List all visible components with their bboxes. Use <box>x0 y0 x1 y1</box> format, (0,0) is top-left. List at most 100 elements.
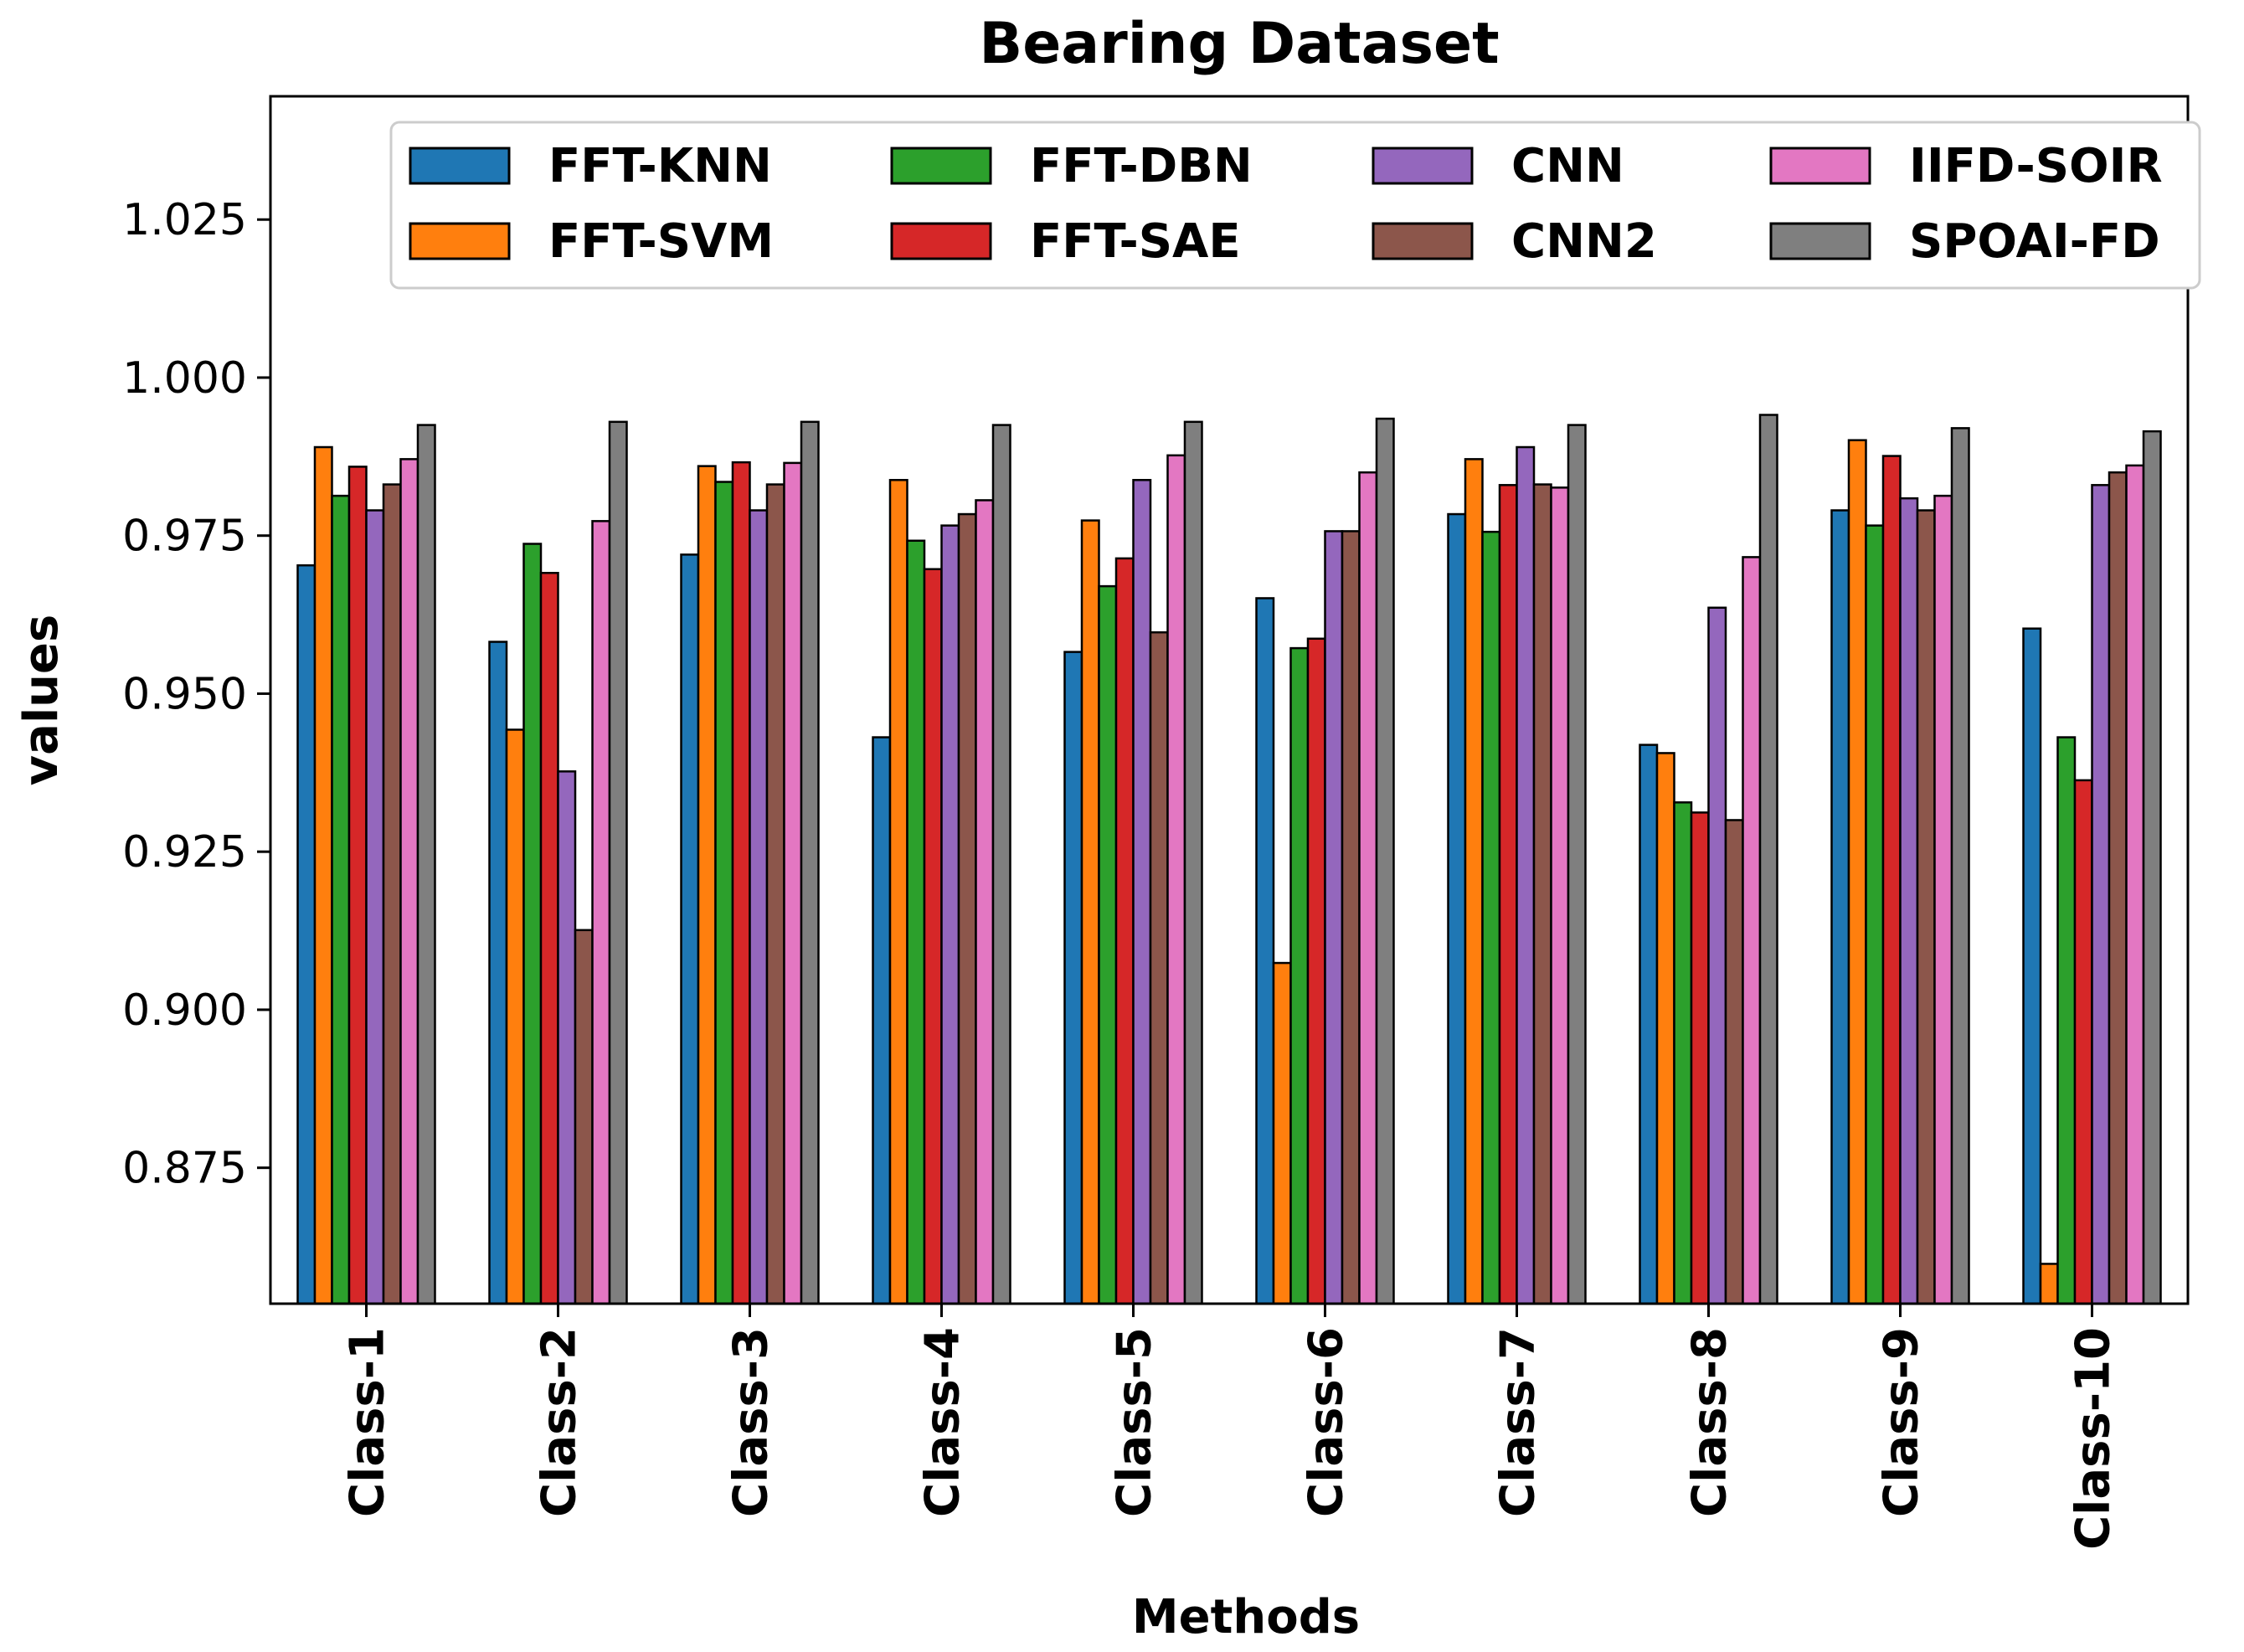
bar-fft-svm-class-5 <box>1080 519 1100 1305</box>
x-tick-label-class-7: Class-7 <box>1491 1327 1546 1517</box>
legend-label-cnn2: CNN2 <box>1511 214 1657 269</box>
bar-fft-sae-class-6 <box>1306 637 1326 1305</box>
bar-cnn2-class-8 <box>1724 819 1744 1305</box>
legend-swatch-fft-dbn <box>890 147 992 185</box>
bar-iifd-soir-class-9 <box>1933 494 1953 1305</box>
bar-iifd-soir-class-2 <box>591 520 611 1305</box>
legend-frame <box>389 121 2201 290</box>
x-tick-label-class-4: Class-4 <box>916 1327 970 1517</box>
bar-fft-sae-class-2 <box>539 572 559 1305</box>
chart-title: Bearing Dataset <box>979 11 1499 77</box>
bar-iifd-soir-class-8 <box>1742 556 1762 1305</box>
x-tick-label-class-8: Class-8 <box>1683 1327 1737 1517</box>
bar-fft-svm-class-7 <box>1464 458 1484 1305</box>
bar-spoai-fd-class-2 <box>608 420 628 1305</box>
x-tick-label-class-3: Class-3 <box>724 1327 779 1517</box>
legend: FFT-KNN FFT-SVM FFT-DBN FFT-SAE CNN CNN2 IIFD-… <box>389 121 2201 290</box>
bar-fft-dbn-class-7 <box>1481 530 1501 1305</box>
legend-label-fft-dbn: FFT-DBN <box>1030 139 1253 193</box>
bar-iifd-soir-class-1 <box>399 458 419 1305</box>
bar-iifd-soir-class-3 <box>783 461 803 1305</box>
legend-swatch-cnn <box>1372 147 1474 185</box>
bar-fft-knn-class-5 <box>1063 651 1083 1305</box>
bar-cnn2-class-10 <box>2108 471 2128 1305</box>
bar-cnn-class-10 <box>2091 484 2111 1305</box>
bar-fft-sae-class-9 <box>1881 455 1902 1305</box>
bar-spoai-fd-class-1 <box>416 424 436 1305</box>
bar-fft-svm-class-2 <box>505 728 525 1305</box>
bar-spoai-fd-class-8 <box>1758 414 1778 1305</box>
bar-cnn2-class-3 <box>765 483 785 1305</box>
bar-cnn-class-2 <box>557 770 577 1305</box>
bar-fft-knn-class-3 <box>680 553 700 1305</box>
bar-fft-knn-class-10 <box>2022 627 2042 1305</box>
bar-cnn-class-1 <box>365 509 385 1305</box>
bar-spoai-fd-class-7 <box>1567 424 1587 1305</box>
bar-fft-sae-class-3 <box>731 461 751 1305</box>
bar-fft-svm-class-6 <box>1272 961 1292 1305</box>
bar-cnn2-class-4 <box>957 512 977 1305</box>
legend-swatch-cnn2 <box>1372 222 1474 260</box>
bar-cnn-class-9 <box>1899 497 1919 1305</box>
y-tick-label: 0.900 <box>122 986 247 1036</box>
y-tick-label: 0.975 <box>122 512 247 562</box>
bar-fft-knn-class-9 <box>1830 509 1850 1305</box>
bar-cnn-class-8 <box>1707 606 1727 1305</box>
bar-cnn-class-4 <box>940 524 960 1305</box>
bar-iifd-soir-class-4 <box>975 499 995 1305</box>
bar-fft-dbn-class-3 <box>714 481 734 1305</box>
y-tick-label: 0.925 <box>122 827 247 877</box>
plot-frame <box>269 95 2190 1305</box>
bar-fft-knn-class-8 <box>1639 744 1659 1305</box>
x-axis: Class-1 Class-2 Class-3 Class-4 Class-5 Class… <box>341 1304 2121 1550</box>
bar-fft-sae-class-10 <box>2073 779 2093 1305</box>
y-tick-label: 0.875 <box>122 1144 247 1194</box>
bar-fft-dbn-class-8 <box>1673 801 1693 1305</box>
legend-swatch-fft-svm <box>409 222 511 260</box>
bar-fft-svm-class-8 <box>1655 752 1675 1305</box>
bar-cnn2-class-6 <box>1341 530 1361 1305</box>
bar-fft-sae-class-1 <box>347 466 368 1305</box>
bar-spoai-fd-class-9 <box>1950 427 1970 1305</box>
legend-label-fft-sae: FFT-SAE <box>1030 214 1241 269</box>
x-tick-label-class-10: Class-10 <box>2066 1327 2121 1550</box>
bar-cnn2-class-5 <box>1149 630 1169 1305</box>
bar-fft-sae-class-8 <box>1690 811 1710 1305</box>
legend-label-fft-svm: FFT-SVM <box>548 214 774 269</box>
bar-cnn2-class-9 <box>1916 509 1936 1305</box>
bar-iifd-soir-class-6 <box>1358 471 1378 1305</box>
bar-fft-sae-class-5 <box>1114 557 1135 1305</box>
bar-fft-dbn-class-10 <box>2056 736 2077 1305</box>
bar-fft-svm-class-10 <box>2039 1263 2059 1305</box>
bar-fft-dbn-class-5 <box>1098 584 1118 1305</box>
bar-iifd-soir-class-5 <box>1166 454 1186 1305</box>
legend-label-cnn: CNN <box>1511 139 1624 193</box>
bar-spoai-fd-class-4 <box>991 424 1011 1305</box>
bar-fft-dbn-class-6 <box>1289 646 1310 1305</box>
bar-cnn-class-6 <box>1324 530 1344 1305</box>
bar-fft-dbn-class-1 <box>331 494 351 1305</box>
bar-spoai-fd-class-5 <box>1183 420 1203 1305</box>
bar-iifd-soir-class-10 <box>2125 464 2145 1305</box>
bar-fft-svm-class-1 <box>313 445 333 1305</box>
x-tick-label-class-1: Class-1 <box>341 1327 395 1517</box>
bar-spoai-fd-class-3 <box>800 420 820 1305</box>
bar-fft-sae-class-7 <box>1498 484 1518 1305</box>
legend-swatch-fft-knn <box>409 147 511 185</box>
y-axis-label: values <box>14 615 69 786</box>
bar-fft-knn-class-6 <box>1255 597 1275 1305</box>
bar-spoai-fd-class-6 <box>1375 417 1395 1305</box>
legend-label-spoai-fd: SPOAI-FD <box>1909 214 2160 269</box>
bar-fft-dbn-class-9 <box>1865 524 1885 1305</box>
bar-fft-svm-class-4 <box>888 479 908 1305</box>
bar-fft-svm-class-9 <box>1847 439 1867 1305</box>
x-tick-label-class-6: Class-6 <box>1300 1327 1354 1517</box>
legend-label-fft-knn: FFT-KNN <box>548 139 772 193</box>
y-axis: 0.875 0.900 0.925 0.950 0.975 1.000 1.025 <box>122 195 270 1194</box>
y-tick-label: 1.025 <box>122 195 247 245</box>
bar-fft-knn-class-2 <box>488 641 508 1305</box>
y-tick-label: 1.000 <box>122 353 247 404</box>
legend-swatch-spoai-fd <box>1769 222 1871 260</box>
bar-cnn-class-5 <box>1132 479 1152 1305</box>
